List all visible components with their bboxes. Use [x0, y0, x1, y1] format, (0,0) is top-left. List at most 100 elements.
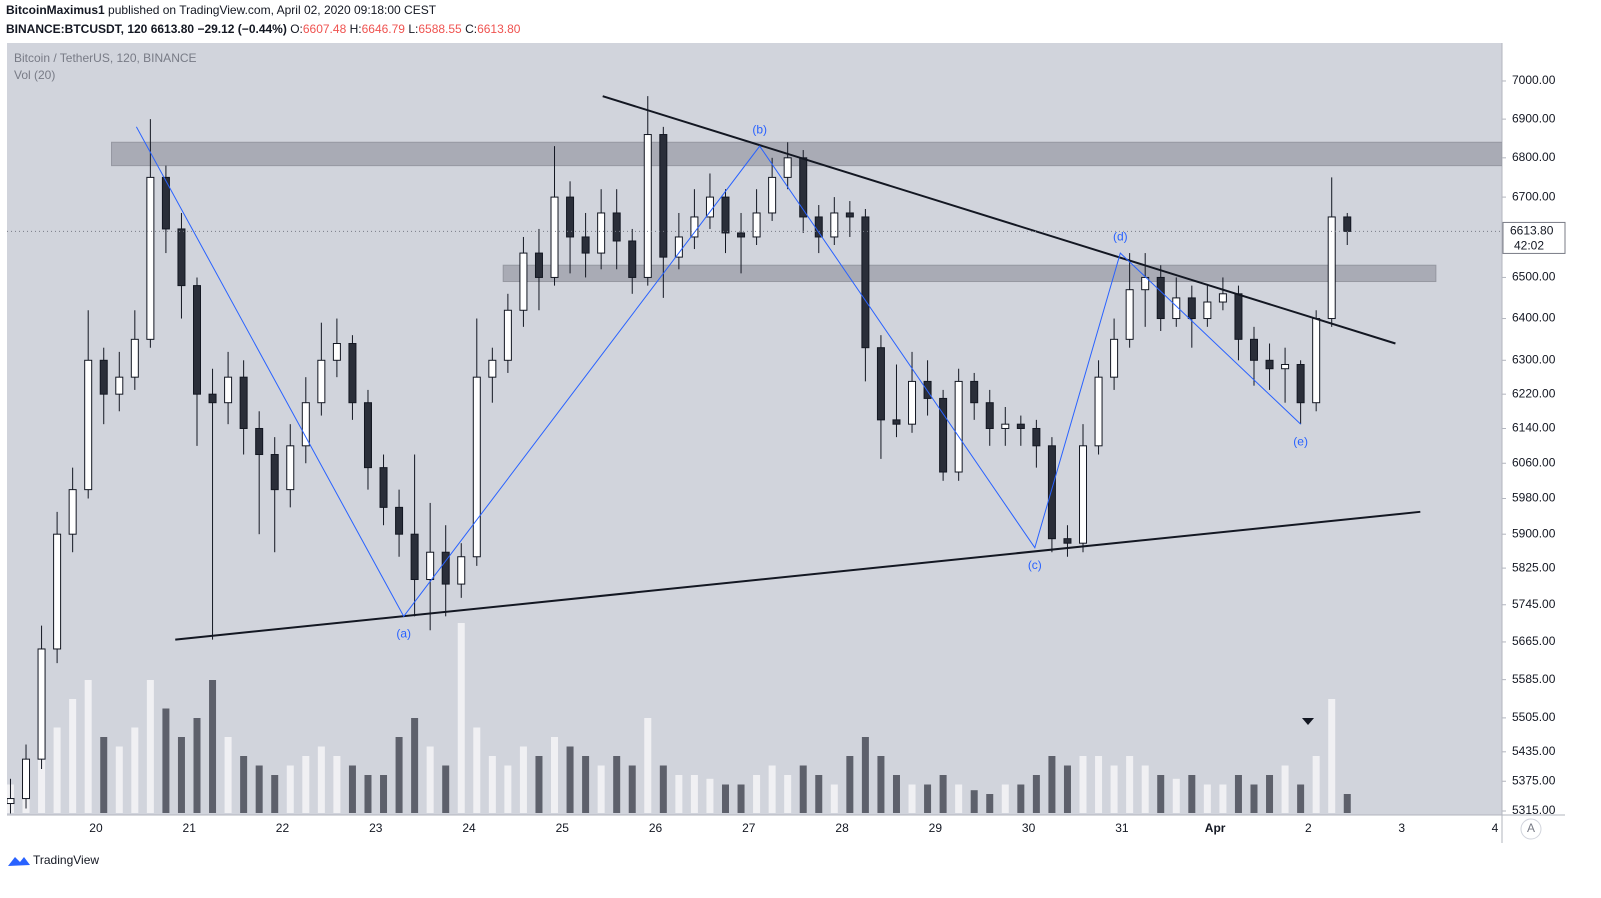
- candle-body: [1110, 338, 1119, 378]
- candle-body: [721, 196, 730, 234]
- volume-bar: [302, 756, 310, 813]
- y-tick-label: 5665.00: [1512, 634, 1556, 648]
- volume-bar: [1297, 784, 1305, 813]
- candle-body: [301, 402, 310, 447]
- candle-body: [534, 252, 543, 278]
- volume-label: Vol (20): [14, 68, 55, 82]
- x-tick-label: 29: [929, 821, 943, 835]
- x-tick-label: 3: [1398, 821, 1405, 835]
- y-tick-label: 6900.00: [1512, 111, 1556, 125]
- ohlc-value: 6646.79: [361, 22, 405, 36]
- volume-bar: [970, 790, 978, 813]
- y-tick-label: 5825.00: [1512, 560, 1556, 574]
- volume-bar: [1017, 784, 1025, 813]
- volume-bar: [644, 718, 652, 813]
- candle-body: [1172, 297, 1181, 320]
- volume-bar: [1032, 775, 1040, 813]
- candle-body: [1296, 364, 1305, 404]
- candle-body: [503, 309, 512, 361]
- candle-body: [783, 157, 792, 178]
- scale-button-label[interactable]: A: [1527, 821, 1535, 835]
- volume-bar: [628, 765, 636, 813]
- volume-bar: [131, 727, 139, 813]
- published: published on TradingView.com, April 02, …: [108, 3, 437, 17]
- symbol: BINANCE:BTCUSDT, 120: [6, 22, 148, 36]
- ohlc-key: H:: [349, 22, 362, 36]
- volume-bar: [955, 784, 963, 813]
- volume-bar: [457, 623, 465, 813]
- volume-bar: [38, 756, 46, 813]
- volume-bar: [1095, 756, 1103, 813]
- wave-label: (b): [752, 122, 767, 136]
- volume-bar: [519, 746, 527, 813]
- y-tick-label: 6300.00: [1512, 352, 1556, 366]
- candle-body: [752, 212, 761, 238]
- candle-body: [768, 176, 777, 214]
- candle-body: [1079, 445, 1088, 544]
- candle-body: [908, 380, 917, 425]
- candle-body: [1187, 297, 1196, 320]
- volume-bar: [1110, 765, 1118, 813]
- wave-label: (d): [1113, 229, 1128, 243]
- volume-bar: [1266, 775, 1274, 813]
- volume-bar: [1250, 784, 1258, 813]
- candle-body: [643, 134, 652, 278]
- volume-bar: [815, 775, 823, 813]
- candle-body: [830, 212, 839, 238]
- volume-bar: [768, 765, 776, 813]
- volume-bar: [411, 718, 419, 813]
- y-tick-label: 5980.00: [1512, 491, 1556, 505]
- candle-body: [1001, 423, 1010, 429]
- volume-bar: [877, 756, 885, 813]
- trendline: [602, 95, 1396, 345]
- candle-body: [410, 533, 419, 581]
- candle-body: [1125, 289, 1134, 340]
- volume-bar: [473, 727, 481, 813]
- volume-bar: [551, 737, 559, 813]
- volume-bar: [442, 765, 450, 813]
- volume-bar: [348, 765, 356, 813]
- candle-body: [161, 176, 170, 230]
- y-tick-label: 6220.00: [1512, 386, 1556, 400]
- volume-bar: [1203, 784, 1211, 813]
- x-tick-label: 30: [1022, 821, 1036, 835]
- scale-button[interactable]: [1520, 818, 1542, 840]
- y-tick-label: 5315.00: [1512, 803, 1556, 817]
- volume-bar: [597, 765, 605, 813]
- candle-body: [659, 134, 668, 258]
- zone: [502, 264, 1437, 283]
- volume-bar: [224, 737, 232, 813]
- volume-bar: [1343, 794, 1351, 813]
- candle-body: [37, 648, 46, 760]
- candle-body: [705, 196, 714, 218]
- candle-body: [1249, 338, 1258, 361]
- candle-body: [68, 489, 77, 535]
- ohlc-value: 6613.80: [477, 22, 521, 36]
- volume-bar: [488, 756, 496, 813]
- candle-body: [923, 380, 932, 399]
- logo: [8, 857, 30, 866]
- volume-bar: [53, 727, 61, 813]
- ohlc-value: 6588.55: [418, 22, 462, 36]
- x-tick-label: 26: [649, 821, 663, 835]
- volume-bar: [861, 737, 869, 813]
- volume-bar: [380, 775, 388, 813]
- countdown: 42:02: [1514, 239, 1544, 253]
- candle-body: [239, 376, 248, 429]
- volume-bar: [426, 746, 434, 813]
- volume-bar: [69, 699, 77, 813]
- y-tick-label: 5505.00: [1512, 710, 1556, 724]
- candle-body: [53, 533, 62, 650]
- volume-bar: [799, 765, 807, 813]
- volume-bar: [1063, 765, 1071, 813]
- volume-bar: [1126, 756, 1134, 813]
- candle-body: [1218, 293, 1227, 303]
- candle-body: [737, 232, 746, 238]
- x-tick-label: 20: [89, 821, 103, 835]
- candle-body: [115, 376, 124, 395]
- candle-body: [130, 338, 139, 378]
- candle-body: [224, 376, 233, 404]
- y-tick-label: 6800.00: [1512, 150, 1556, 164]
- candle-body: [488, 359, 497, 378]
- ohlc-value: 6607.48: [302, 22, 347, 36]
